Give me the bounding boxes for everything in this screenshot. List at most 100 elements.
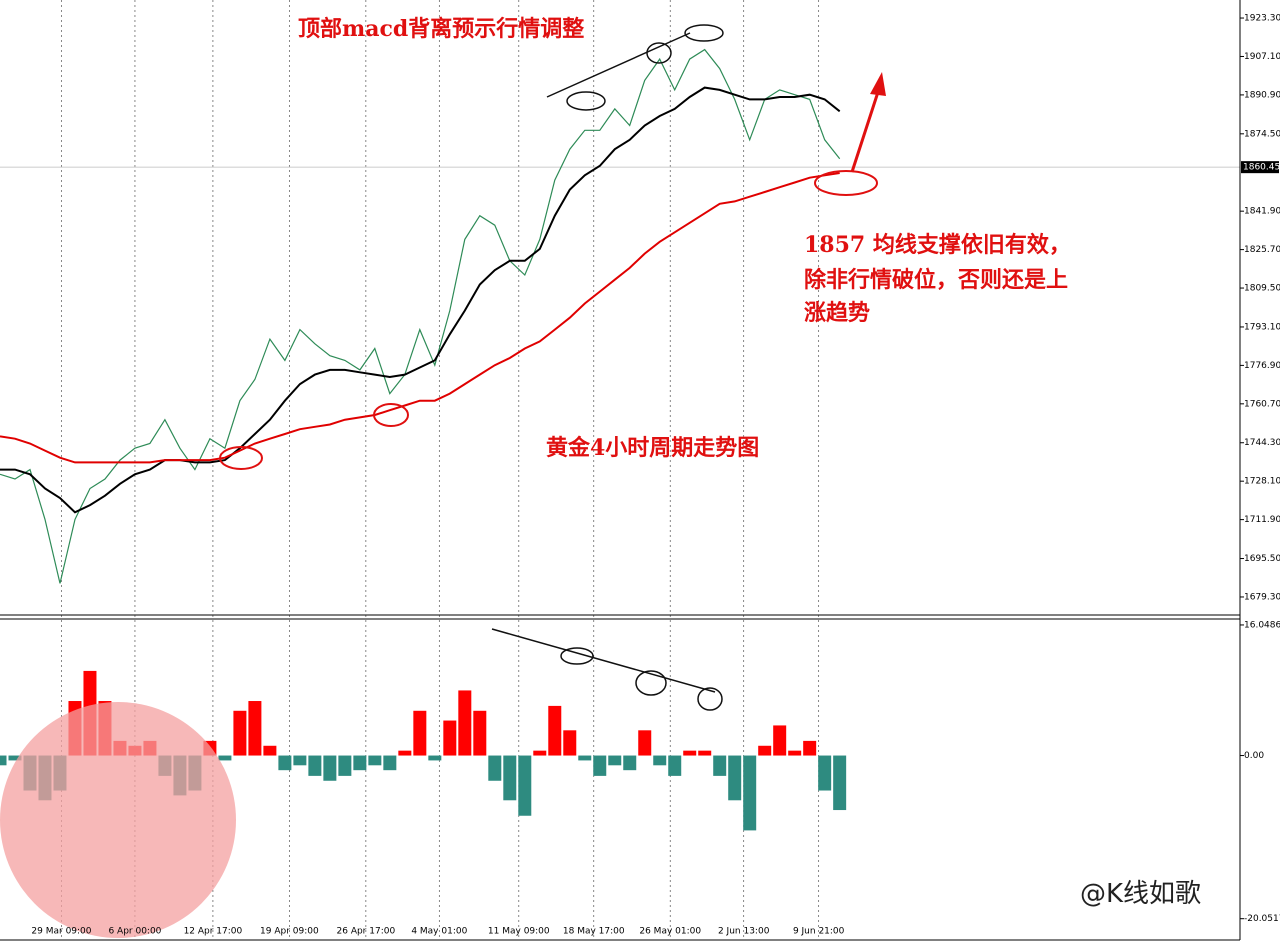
y-tick-label: 1776.90 [1244, 361, 1280, 371]
x-tick-label: 4 May 01:00 [411, 927, 467, 937]
ellipse [560, 647, 594, 665]
x-tick-label: 26 Apr 17:00 [337, 927, 396, 937]
y-tick-label: 1907.10 [1244, 52, 1280, 62]
x-tick-label: 9 Jun 21:00 [793, 927, 845, 937]
histogram-bar [548, 705, 562, 756]
y-tick-label: 1825.70 [1244, 245, 1280, 255]
histogram-bar [833, 755, 847, 811]
histogram-bar [743, 755, 757, 831]
histogram-bar [578, 755, 592, 761]
histogram-bar [233, 710, 247, 756]
histogram-bar [0, 755, 7, 766]
annotation: 1857 均线支撑依旧有效， [804, 232, 1071, 258]
ellipse [697, 687, 723, 711]
histogram-bar [323, 755, 337, 781]
x-tick-label: 26 May 01:00 [639, 927, 701, 937]
y-tick-label: 1874.50 [1244, 129, 1280, 139]
histogram-bar [293, 755, 307, 766]
series-line [0, 48, 841, 584]
y-tick-label: 1695.50 [1244, 554, 1280, 564]
last-price-box [1241, 161, 1279, 174]
y-tick-label: 1679.30 [1244, 592, 1280, 602]
histogram-bar [713, 755, 727, 776]
y-tick-label: 1841.90 [1244, 207, 1280, 217]
histogram-bar [263, 745, 277, 756]
x-tick-label: 2 Jun 13:00 [718, 927, 770, 937]
y-tick-label: 1744.30 [1244, 438, 1280, 448]
trend-line [546, 32, 691, 98]
histogram-bar [248, 701, 262, 756]
annotation: 涨趋势 [804, 300, 870, 326]
x-tick-label: 11 May 09:00 [488, 927, 550, 937]
histogram-bar [458, 690, 472, 756]
histogram-bar [653, 755, 667, 766]
arrow-head [870, 72, 886, 96]
y-tick-label: 16.0486 [1244, 620, 1280, 630]
histogram-bar [443, 720, 457, 756]
y-tick-label: 1809.50 [1244, 284, 1280, 294]
series-line [0, 86, 841, 514]
histogram-bar [638, 730, 652, 756]
y-tick-label: 0.00 [1244, 751, 1264, 761]
histogram-bar [503, 755, 517, 801]
histogram-bar [308, 755, 322, 776]
histogram-bar [8, 755, 22, 761]
arrow [850, 91, 880, 173]
histogram-bar [563, 730, 577, 756]
annotation: 除非行情破位，否则还是上 [804, 267, 1068, 293]
histogram-bar [683, 750, 697, 756]
histogram-bar [398, 750, 412, 756]
annotation: 顶部macd背离预示行情调整 [298, 16, 584, 42]
y-tick-label: 1711.90 [1244, 515, 1280, 525]
x-tick-label: 12 Apr 17:00 [184, 927, 243, 937]
histogram-bar [818, 755, 832, 791]
y-tick-label: 1728.10 [1244, 477, 1280, 487]
x-tick-label: 29 Mar 09:00 [31, 927, 91, 937]
ellipse [646, 42, 672, 64]
ellipse [219, 446, 263, 470]
watermark: @K线如歌 [1080, 879, 1201, 909]
histogram-bar [593, 755, 607, 776]
logo-stamp [0, 702, 236, 938]
series-line [0, 172, 840, 464]
grid [0, 0, 1244, 940]
ellipse [373, 403, 409, 427]
ellipse [684, 24, 724, 42]
ellipse [635, 670, 667, 696]
y-tick-label: 1793.10 [1244, 322, 1280, 332]
histogram-bar [728, 755, 742, 801]
histogram-bar [788, 750, 802, 756]
histogram-bar [338, 755, 352, 776]
y-tick-label: 1890.90 [1244, 90, 1280, 100]
y-tick-label: -20.0517 [1244, 914, 1280, 924]
histogram-bar [773, 725, 787, 756]
trend-line [491, 628, 716, 693]
histogram-bar [608, 755, 622, 766]
histogram-bar [803, 740, 817, 756]
histogram-bar [383, 755, 397, 771]
x-tick-label: 19 Apr 09:00 [260, 927, 319, 937]
histogram-bar [623, 755, 637, 771]
annotation-shapes [491, 24, 724, 711]
histogram-bar [428, 755, 442, 761]
chart-title: 黄金4小时周期走势图 [546, 435, 759, 461]
x-tick-label: 18 May 17:00 [563, 927, 625, 937]
histogram-bar [698, 750, 712, 756]
y-tick-label: 1923.30 [1244, 14, 1280, 24]
last-price-label: 1860.45 [1243, 163, 1280, 173]
ellipse [814, 170, 878, 196]
x-tick-label: 6 Apr 00:00 [108, 927, 161, 937]
histogram-bar [218, 755, 232, 761]
histogram-bar [368, 755, 382, 766]
histogram-bar [518, 755, 532, 816]
histogram-bar [488, 755, 502, 781]
histogram-bar [533, 750, 547, 756]
histogram-bar [758, 745, 772, 756]
histogram-bar [278, 755, 292, 771]
ellipse [566, 91, 606, 111]
histogram-bar [353, 755, 367, 771]
y-tick-label: 1760.70 [1244, 399, 1280, 409]
support-marks [219, 72, 886, 470]
histogram-bar [473, 710, 487, 756]
